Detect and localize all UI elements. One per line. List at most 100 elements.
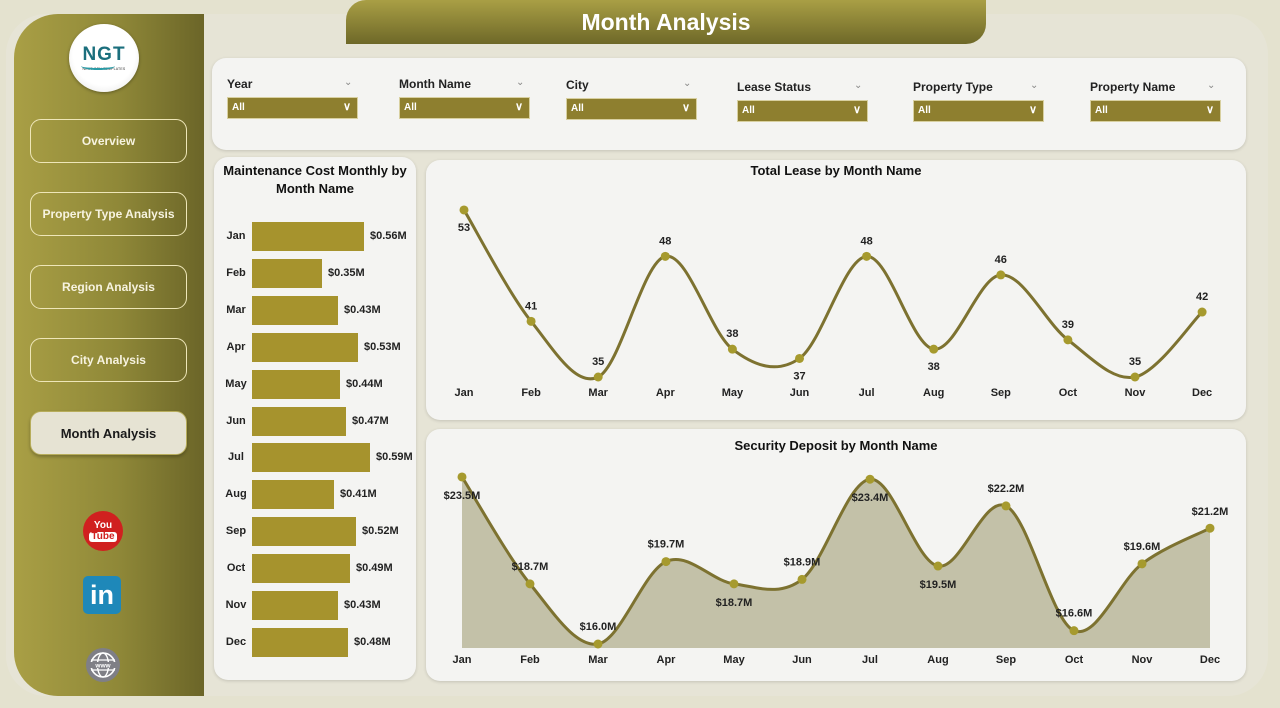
bar[interactable] xyxy=(252,406,346,436)
linkedin-icon[interactable]: in xyxy=(83,576,121,614)
lease-data-label: 39 xyxy=(1062,319,1074,331)
deposit-marker[interactable] xyxy=(865,474,875,484)
deposit-data-label: $18.9M xyxy=(784,556,821,568)
property-name-dropdown[interactable]: All ∨ xyxy=(1090,100,1221,122)
chevron-down-icon[interactable]: ⌄ xyxy=(1030,80,1039,91)
deposit-marker[interactable] xyxy=(933,561,943,571)
x-axis-tick-label: Feb xyxy=(521,387,541,399)
x-axis-tick-label: Apr xyxy=(657,654,677,666)
lease-data-label: 46 xyxy=(995,254,1007,266)
deposit-data-label: $19.7M xyxy=(648,539,685,551)
filter-property-name: Property Name ⌄ All ∨ xyxy=(1090,80,1221,126)
bar[interactable] xyxy=(252,332,358,362)
bar-category-label: May xyxy=(225,377,247,390)
lease-data-label: 48 xyxy=(659,235,671,247)
bar[interactable] xyxy=(252,480,334,510)
lease-marker[interactable] xyxy=(593,372,603,382)
bar[interactable] xyxy=(252,591,338,620)
deposit-marker[interactable] xyxy=(457,472,467,482)
x-axis-tick-label: Nov xyxy=(1125,387,1147,399)
filter-lease-status: Lease Status ⌄ All ∨ xyxy=(737,80,868,126)
bar-value-label: $0.47M xyxy=(352,414,389,427)
deposit-data-label: $21.2M xyxy=(1192,506,1229,518)
dropdown-value: All xyxy=(742,105,755,116)
dropdown-value: All xyxy=(571,103,584,114)
lease-status-dropdown[interactable]: All ∨ xyxy=(737,100,868,122)
chevron-down-icon[interactable]: ⌄ xyxy=(1207,80,1216,91)
logo-swoosh-icon xyxy=(81,62,115,70)
bar[interactable] xyxy=(252,554,350,584)
bar[interactable] xyxy=(252,627,348,657)
deposit-marker[interactable] xyxy=(729,579,739,589)
chevron-down-icon[interactable]: ⌄ xyxy=(516,77,525,88)
bar[interactable] xyxy=(252,443,370,473)
lease-data-label: 38 xyxy=(928,361,940,373)
deposit-marker[interactable] xyxy=(661,557,671,567)
maintenance-chart-title: Maintenance Cost Monthly by Month Name xyxy=(223,163,407,196)
x-axis-tick-label: Apr xyxy=(656,387,676,399)
deposit-marker[interactable] xyxy=(525,579,535,589)
lease-marker[interactable] xyxy=(459,205,469,215)
bar-value-label: $0.52M xyxy=(362,525,399,538)
deposit-marker[interactable] xyxy=(797,574,807,584)
deposit-marker[interactable] xyxy=(593,639,603,649)
x-axis-tick-label: Jan xyxy=(455,387,474,399)
bar-category-label: Jun xyxy=(226,414,246,427)
filter-property-type: Property Type ⌄ All ∨ xyxy=(913,80,1044,126)
city-dropdown[interactable]: All ∨ xyxy=(566,98,697,120)
deposit-marker[interactable] xyxy=(1069,626,1079,636)
nav-property-type-analysis-button[interactable]: Property Type Analysis xyxy=(30,192,187,236)
x-axis-tick-label: Mar xyxy=(588,654,608,666)
bar-category-label: Feb xyxy=(226,266,246,279)
lease-marker[interactable] xyxy=(795,353,804,363)
security-deposit-chart-title: Security Deposit by Month Name xyxy=(734,438,938,453)
chevron-down-icon: ∨ xyxy=(852,104,861,116)
lease-marker[interactable] xyxy=(929,344,939,354)
month-name-dropdown[interactable]: All ∨ xyxy=(399,97,530,119)
lease-marker[interactable] xyxy=(862,251,872,261)
lease-marker[interactable] xyxy=(660,251,670,261)
deposit-marker[interactable] xyxy=(1205,523,1215,533)
nav-region-analysis-button[interactable]: Region Analysis xyxy=(30,265,187,309)
year-dropdown[interactable]: All ∨ xyxy=(227,97,358,119)
youtube-tube-text: Tube xyxy=(89,530,117,542)
bar[interactable] xyxy=(252,222,364,251)
youtube-icon[interactable]: You Tube xyxy=(83,511,123,551)
bar[interactable] xyxy=(252,295,338,325)
chevron-down-icon: ∨ xyxy=(514,101,523,113)
nav-overview-button[interactable]: Overview xyxy=(30,119,187,163)
deposit-data-label: $16.0M xyxy=(580,621,617,633)
deposit-data-label: $23.4M xyxy=(852,492,889,504)
bar[interactable] xyxy=(252,369,340,399)
deposit-marker[interactable] xyxy=(1137,559,1147,569)
lease-marker[interactable] xyxy=(1130,372,1140,382)
total-lease-chart xyxy=(426,160,1246,420)
x-axis-tick-label: Oct xyxy=(1065,654,1084,666)
chevron-down-icon[interactable]: ⌄ xyxy=(683,78,692,89)
dropdown-value: All xyxy=(404,102,417,113)
lease-data-label: 48 xyxy=(860,235,872,247)
nav-month-analysis-button[interactable]: Month Analysis xyxy=(30,411,187,455)
bar-category-label: Aug xyxy=(225,488,247,501)
chevron-down-icon[interactable]: ⌄ xyxy=(854,80,863,91)
lease-marker[interactable] xyxy=(526,316,536,326)
bar-category-label: Sep xyxy=(225,525,247,538)
website-globe-icon[interactable]: www xyxy=(83,645,123,685)
x-axis-tick-label: Nov xyxy=(1132,654,1154,666)
property-type-dropdown[interactable]: All ∨ xyxy=(913,100,1044,122)
lease-marker[interactable] xyxy=(727,344,737,354)
lease-marker[interactable] xyxy=(996,270,1006,280)
youtube-text: You xyxy=(93,519,113,531)
nav-city-analysis-button[interactable]: City Analysis xyxy=(30,338,187,382)
deposit-data-label: $16.6M xyxy=(1056,608,1093,620)
filter-label: Property Name xyxy=(1090,80,1176,94)
lease-marker[interactable] xyxy=(1063,335,1073,345)
lease-marker[interactable] xyxy=(1197,307,1207,317)
bar-value-label: $0.49M xyxy=(356,562,393,575)
bar[interactable] xyxy=(252,517,356,547)
bar-category-label: Oct xyxy=(226,562,246,575)
chevron-down-icon[interactable]: ⌄ xyxy=(344,77,353,88)
deposit-data-label: $19.5M xyxy=(920,579,957,591)
bar[interactable] xyxy=(252,258,322,288)
deposit-marker[interactable] xyxy=(1001,501,1011,511)
